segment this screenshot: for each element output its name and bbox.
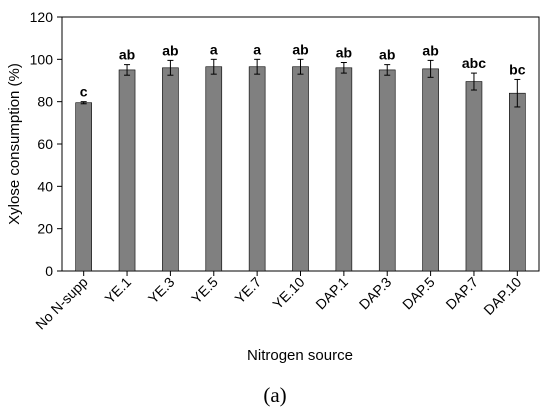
significance-label: ab: [336, 45, 352, 61]
bar: [118, 69, 136, 272]
significance-label: ab: [379, 47, 395, 63]
x-tick-label: DAP.7: [442, 274, 481, 313]
x-tick-label: No N-supp: [32, 274, 91, 333]
y-tick-label: 20: [37, 221, 53, 237]
y-tick-label: 40: [37, 178, 53, 194]
x-tick-label: YE.7: [231, 274, 264, 307]
x-tick-label: DAP.10: [480, 274, 524, 318]
y-tick-label: 120: [30, 9, 54, 25]
significance-label: abc: [462, 55, 486, 71]
bar: [292, 66, 309, 272]
x-tick-label: YE.3: [145, 274, 178, 307]
y-tick-label: 0: [45, 263, 53, 279]
bar-series: c ab ab a a ab ab ab ab abc bc: [75, 41, 526, 272]
significance-label: a: [210, 41, 218, 57]
x-tick-label: YE.10: [269, 274, 307, 312]
bar: [422, 68, 439, 272]
significance-label: ab: [292, 41, 308, 57]
bar: [335, 67, 353, 272]
significance-label: ab: [119, 47, 135, 63]
panel-label: (a): [263, 383, 286, 407]
y-tick-label: 60: [37, 136, 53, 152]
x-tick-label: YE.1: [101, 274, 134, 307]
y-tick-label: 80: [37, 94, 53, 110]
bar: [378, 69, 396, 272]
significance-label: a: [253, 41, 261, 57]
y-axis-title: Xylose consumption (%): [6, 63, 23, 225]
bar: [75, 102, 92, 272]
bar: [205, 66, 223, 272]
significance-label: ab: [422, 42, 438, 58]
significance-label: ab: [162, 42, 178, 58]
significance-label: c: [80, 84, 88, 100]
bar: [465, 81, 483, 272]
y-axis: 0 20 40 60 80 100 120: [30, 9, 62, 279]
x-tick-label: DAP.5: [399, 274, 438, 313]
bar: [248, 66, 266, 272]
x-tick-label: DAP.3: [356, 274, 395, 313]
bar: [162, 67, 179, 272]
x-axis: No N-supp YE.1 YE.3 YE.5 YE.7 YE.10 DAP.1 DAP.3…: [32, 271, 525, 333]
bar: [509, 92, 526, 272]
x-tick-label: DAP.1: [312, 274, 351, 313]
x-tick-label: YE.5: [188, 274, 221, 307]
y-tick-label: 100: [30, 51, 54, 67]
x-axis-title: Nitrogen source: [247, 347, 353, 364]
significance-label: bc: [509, 61, 526, 77]
